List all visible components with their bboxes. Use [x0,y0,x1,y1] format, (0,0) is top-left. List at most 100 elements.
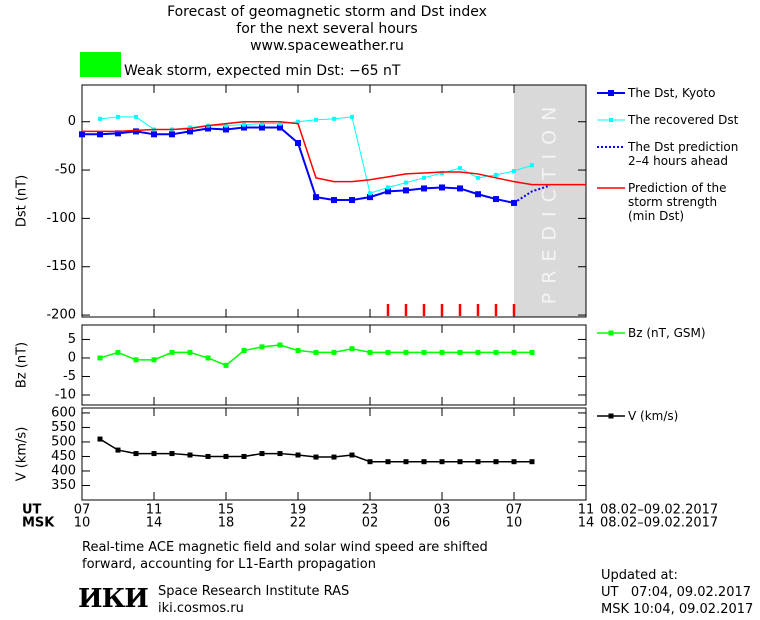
data-point [169,349,175,355]
data-point [97,355,103,361]
site: iki.cosmos.ru [158,601,244,616]
y-tick-label: 400 [51,463,76,478]
legend-label: The Dst, Kyoto [628,86,716,100]
data-point [241,124,247,131]
data-point [386,185,390,190]
storm-indicator [80,52,121,77]
chart-title: for the next several hours [236,21,417,37]
data-point [512,169,516,174]
data-point [476,175,480,180]
y-tick-label: 0 [68,350,76,365]
data-point [421,459,427,465]
updated: MSK 10:04, 09.02.2017 [601,602,754,617]
data-point [295,140,301,146]
x-tick-label: 11 [146,503,163,518]
data-point [439,349,445,355]
data-point [277,451,283,457]
y-axis-label: Dst (nT) [15,175,30,227]
data-point [493,196,499,203]
series-line [82,120,586,186]
data-point [295,452,301,458]
date-range: 08.02–09.02.2017 [600,516,718,531]
data-point [385,459,391,465]
data-point [188,125,192,130]
data-point [277,124,283,131]
data-point [475,459,481,465]
data-point [349,197,355,204]
x2-tick-label: 02 [362,516,379,531]
storm-label: Weak storm, expected min Dst: −65 nT [124,63,401,79]
data-point [439,184,445,191]
plot-frame [81,84,587,318]
data-point [151,357,157,363]
x-tick-label: 07 [74,503,91,518]
x2-tick-label: 06 [434,516,451,531]
data-point [134,114,138,119]
data-point [133,128,139,135]
x2-tick-label: 18 [218,516,235,531]
data-point [457,185,463,192]
plot-frame [81,324,587,406]
y-tick-label: -200 [46,308,76,323]
data-point [493,349,499,355]
x2-tick-label: 22 [290,516,307,531]
data-point [223,362,229,368]
data-point [511,459,517,465]
data-point [367,349,373,355]
data-point [421,185,427,192]
y-axis-label: Bz (nT) [15,342,30,388]
data-point [97,436,103,442]
y-tick-label: -10 [55,388,76,403]
legend-label: The Dst prediction 2–4 hours ahead [628,140,739,168]
data-point [277,342,283,348]
data-point [133,357,139,363]
data-point [403,349,409,355]
legend-marker [608,90,614,96]
y-tick-label: -50 [55,163,76,178]
data-point [439,459,445,465]
y-tick-label: 450 [51,449,76,464]
legend-marker [608,330,614,336]
data-point [493,459,499,465]
data-point [475,191,481,198]
data-point [116,114,120,119]
data-point [530,163,534,168]
legend-label: The recovered Dst [628,113,739,127]
data-point [259,451,265,457]
data-point [385,188,391,195]
data-point [349,346,355,352]
data-point [350,114,354,119]
data-point [278,121,282,126]
data-point [313,454,319,460]
data-point [97,131,103,138]
data-point [223,453,229,459]
data-point [187,452,193,458]
x-row-label: UT [22,503,42,518]
data-point [313,349,319,355]
legend-marker [608,413,614,419]
data-point [368,191,372,196]
data-point [223,126,229,133]
plot-frame [81,407,587,501]
legend-marker [609,118,613,122]
institute: Space Research Institute RAS [158,584,350,599]
y-tick-label: -100 [46,211,76,226]
data-point [241,453,247,459]
data-point [403,459,409,465]
x2-tick-label: 14 [146,516,163,531]
y-tick-label: 5 [68,332,76,347]
data-point [529,459,535,465]
data-point [205,125,211,132]
data-point [187,349,193,355]
x-tick-label: 19 [290,503,307,518]
x-tick-label: 11 [578,503,595,518]
legend-label: Prediction of the storm strength (min Ds… [628,181,727,223]
data-point [313,194,319,201]
data-point [511,349,517,355]
data-point [457,459,463,465]
data-point [404,180,408,185]
date-range: 08.02–09.02.2017 [600,503,718,518]
data-point [79,131,85,138]
legend-label: V (km/s) [628,409,679,423]
